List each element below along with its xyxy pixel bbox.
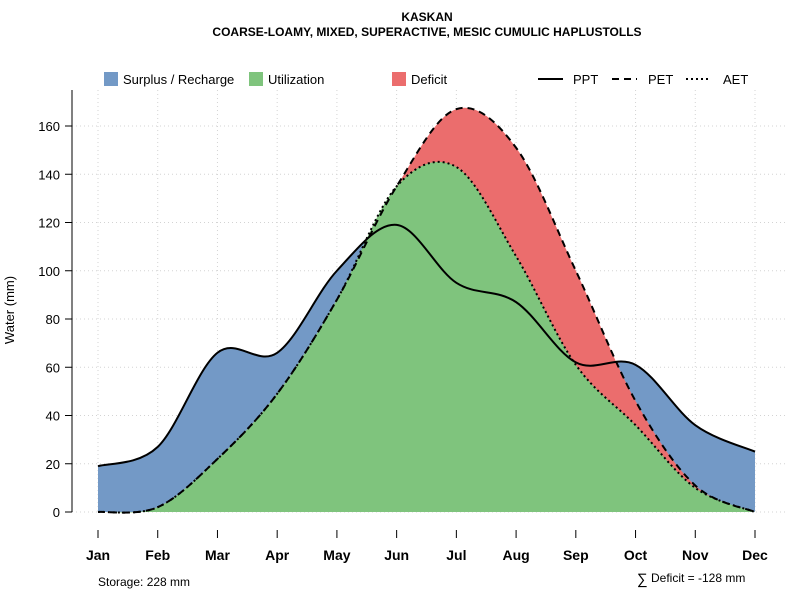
chart-subtitle: COARSE-LOAMY, MIXED, SUPERACTIVE, MESIC … [212,25,641,39]
legend-swatch-deficit [392,72,406,86]
x-tick-label: Jun [384,547,409,563]
ppt-line [97,223,756,468]
x-tick-label: Jul [446,547,466,563]
pet-line [97,106,756,514]
chart-title: KASKAN [401,10,452,24]
y-tick-label: 140 [38,167,60,182]
x-tick-label: Aug [502,547,529,563]
y-tick-label: 0 [53,505,60,520]
deficit-annotation: Deficit = -128 mm [651,571,745,585]
aet-line [97,160,756,514]
y-tick-label: 20 [46,457,60,472]
legend-label-pet: PET [648,72,673,87]
y-tick-label: 160 [38,119,60,134]
y-axis-label: Water (mm) [2,276,17,344]
x-tick-label: Sep [563,547,589,563]
areas [98,107,755,513]
x-tick-label: Dec [742,547,768,563]
legend: Surplus / Recharge Utilization Deficit P… [104,72,748,87]
y-tick-label: 80 [46,312,60,327]
x-tick-label: Jan [86,547,110,563]
legend-label-aet: AET [723,72,748,87]
x-tick-label: Mar [205,547,230,563]
x-tick-label: Nov [682,547,709,563]
y-tick-label: 60 [46,360,60,375]
axes: 0 20 40 60 80 100 120 140 160 Jan Feb Mar Apr May Jun J… [38,90,768,563]
legend-label-surplus: Surplus / Recharge [123,72,234,87]
utilization-area [98,161,755,513]
legend-label-deficit: Deficit [411,72,448,87]
y-tick-label: 40 [46,409,60,424]
lines [97,106,756,514]
legend-label-ppt: PPT [573,72,598,87]
legend-swatch-utilization [249,72,263,86]
sum-symbol: ∑ [637,571,648,588]
x-tick-label: Oct [624,547,648,563]
y-tick-label: 100 [38,264,60,279]
legend-label-utilization: Utilization [268,72,324,87]
x-tick-label: Feb [145,547,170,563]
storage-annotation: Storage: 228 mm [98,575,190,589]
x-tick-label: Apr [265,547,290,563]
y-tick-label: 120 [38,216,60,231]
legend-swatch-surplus [104,72,118,86]
x-tick-label: May [323,547,350,563]
